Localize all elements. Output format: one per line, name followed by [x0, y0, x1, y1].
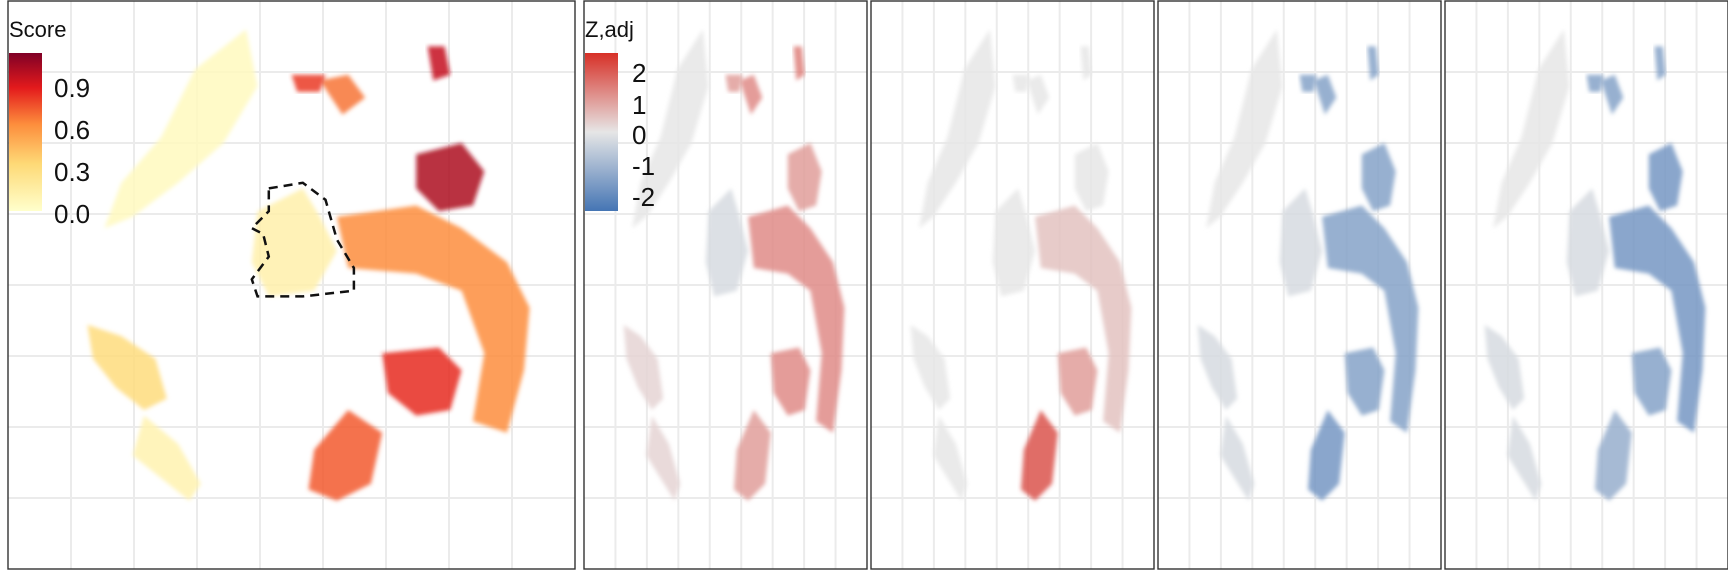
- cluster-point-cloud: [1609, 205, 1706, 433]
- cluster-point-cloud: [725, 74, 743, 92]
- cluster-point-cloud: [1035, 205, 1132, 433]
- cluster-point-cloud: [1600, 74, 1624, 115]
- panel-border: [7, 0, 576, 570]
- cluster-point-cloud: [1493, 29, 1570, 229]
- cluster-point-cloud: [705, 188, 749, 297]
- legend-z-tick: -1: [632, 151, 655, 181]
- cluster-point-cloud: [1220, 415, 1255, 501]
- cluster-point-cloud: [919, 29, 996, 229]
- cluster-point-cloud: [1080, 46, 1092, 81]
- cluster-point-cloud: [1322, 205, 1419, 433]
- cluster-point-cloud: [1566, 188, 1610, 297]
- panel-z-4: [1444, 0, 1728, 570]
- cluster-point-cloud: [1074, 143, 1109, 212]
- cluster-point-cloud: [646, 415, 681, 501]
- cluster-point-cloud: [104, 29, 258, 229]
- panel-border: [1444, 0, 1728, 570]
- cluster-point-cloud: [308, 410, 383, 501]
- legend-score-tick: 0.9: [54, 73, 90, 103]
- cluster-point-cloud: [251, 188, 337, 297]
- cluster-point-cloud: [1012, 74, 1030, 92]
- cluster-point-cloud: [992, 188, 1036, 297]
- cluster-point-cloud: [1197, 324, 1238, 410]
- cluster-point-cloud: [770, 347, 811, 416]
- cluster-point-cloud: [336, 205, 530, 433]
- cluster-point-cloud: [1586, 74, 1604, 92]
- legend-z-tick: -2: [632, 182, 655, 212]
- legend-score-colorbar: [9, 53, 42, 211]
- cluster-point-cloud: [1057, 347, 1098, 416]
- cluster-point-cloud: [1026, 74, 1050, 115]
- cluster-point-cloud: [632, 29, 709, 229]
- cluster-point-cloud: [1367, 46, 1379, 81]
- cluster-point-cloud: [1484, 324, 1525, 410]
- cluster-point-cloud: [291, 74, 326, 92]
- cluster-point-cloud: [1654, 46, 1666, 81]
- legend-z-title: Z,adj: [585, 17, 634, 42]
- cluster-point-cloud: [1308, 410, 1345, 501]
- cluster-point-cloud: [427, 46, 451, 81]
- legend-score-tick: 0.0: [54, 199, 90, 229]
- panel-z-1: [583, 0, 868, 570]
- legend-z-tick: 1: [632, 90, 646, 120]
- legend-z-tick: 0: [632, 120, 646, 150]
- cluster-point-cloud: [1361, 143, 1396, 212]
- cluster-point-cloud: [739, 74, 763, 115]
- cluster-point-cloud: [1595, 410, 1632, 501]
- legend-z-colorbar: [585, 53, 618, 211]
- legend-z-tick: 2: [632, 58, 646, 88]
- cluster-point-cloud: [933, 415, 968, 501]
- cluster-point-cloud: [1344, 347, 1385, 416]
- cluster-point-cloud: [132, 415, 201, 501]
- cluster-point-cloud: [734, 410, 771, 501]
- cluster-point-cloud: [1299, 74, 1317, 92]
- cluster-point-cloud: [1507, 415, 1542, 501]
- panel-border: [870, 0, 1155, 570]
- legend-score-tick: 0.6: [54, 115, 90, 145]
- dashed-region-outline: [249, 181, 356, 298]
- cluster-point-cloud: [748, 205, 845, 433]
- legend-score: Score 0.9 0.6 0.3 0.0: [9, 17, 90, 229]
- cluster-point-cloud: [319, 74, 366, 115]
- legend-score-title: Score: [9, 17, 66, 42]
- cluster-point-cloud: [623, 324, 664, 410]
- cluster-point-cloud: [416, 143, 485, 212]
- cluster-point-cloud: [787, 143, 822, 212]
- panel-z-3: [1157, 0, 1442, 570]
- cluster-point-cloud: [382, 347, 462, 416]
- cluster-point-cloud: [1279, 188, 1323, 297]
- cluster-point-cloud: [1021, 410, 1058, 501]
- cluster-point-cloud: [793, 46, 805, 81]
- cluster-point-cloud: [1206, 29, 1283, 229]
- cluster-point-cloud: [87, 324, 167, 410]
- panel-border: [583, 0, 868, 570]
- legend-z: Z,adj 2 1 0 -1 -2: [585, 17, 655, 212]
- cluster-point-cloud: [1631, 347, 1672, 416]
- panel-z-2: [870, 0, 1155, 570]
- cluster-point-cloud: [910, 324, 951, 410]
- cluster-point-cloud: [1313, 74, 1337, 115]
- cluster-point-cloud: [1648, 143, 1683, 212]
- legend-score-tick: 0.3: [54, 157, 90, 187]
- panel-border: [1157, 0, 1442, 570]
- panel-score: [7, 0, 576, 570]
